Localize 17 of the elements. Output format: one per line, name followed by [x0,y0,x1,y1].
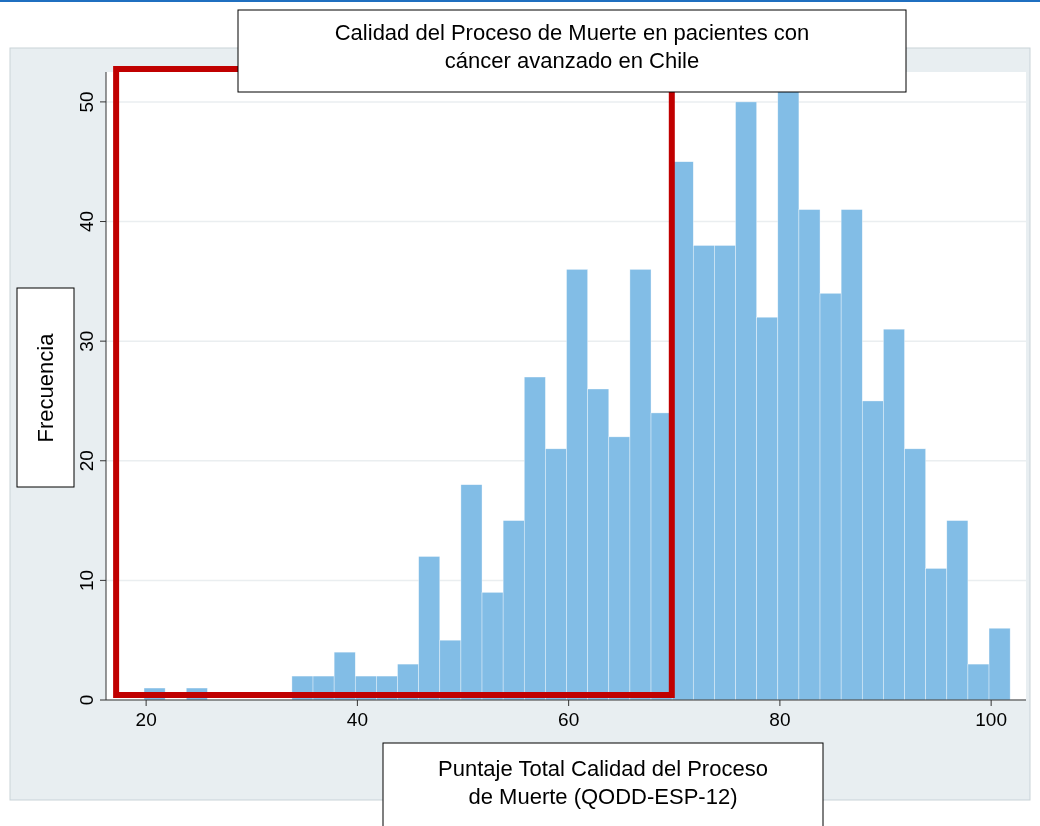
title-box: Calidad del Proceso de Muerte en pacientes con cáncer avanzado en Chile [237,9,907,93]
y-tick-label: 40 [76,210,97,233]
y-tick-label: 10 [76,569,97,591]
axis-title-box: Frecuencia [16,287,75,488]
x-tick-label: 20 [135,709,157,730]
x-tick-label: 80 [769,709,791,730]
y-tick-label: 30 [76,330,97,352]
y-axis-title: Frecuencia [33,332,58,443]
axis-title-box: Puntaje Total Calidad del Proceso de Muerte (QODD-ESP-12) [382,742,824,826]
chart-title: Calidad del Proceso de Muerte en pacientes con cáncer avanzado en Chile [334,20,810,73]
x-tick-label: 100 [975,709,1007,730]
y-tick-label: 20 [76,450,97,472]
x-tick-label: 40 [346,709,368,730]
x-axis-title: Puntaje Total Calidad del Proceso de Muerte (QODD-ESP-12) [438,756,768,809]
y-tick-label: 50 [76,91,97,113]
y-tick-label: 0 [76,694,97,706]
x-tick-label: 60 [558,709,580,730]
